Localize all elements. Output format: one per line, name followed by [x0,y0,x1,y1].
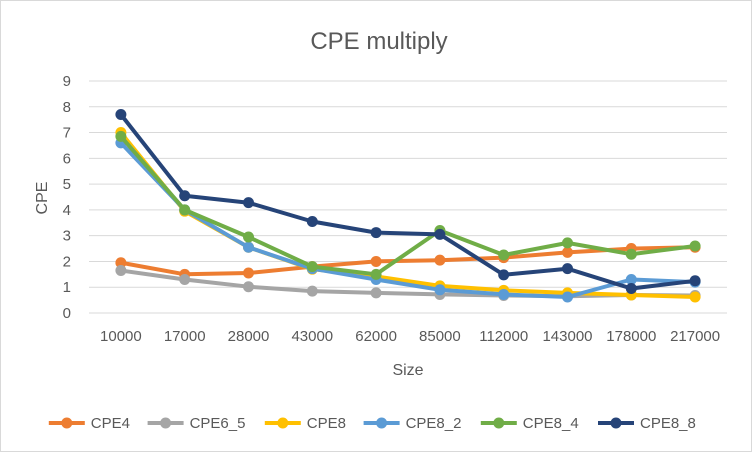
series-lines [115,109,701,303]
y-tick-label: 9 [63,73,71,90]
legend-swatch-marker [277,417,289,429]
data-point [498,249,510,261]
data-point [179,190,191,202]
chart-title: CPE multiply [310,28,447,55]
legend-swatch-marker [61,417,73,429]
data-point [434,228,446,240]
data-point [115,109,127,121]
x-tick-label: 62000 [355,328,397,345]
data-point [243,231,254,243]
legend-item-cpe8-8: CPE8_8 [598,415,696,432]
data-point [115,264,127,276]
data-point [243,281,254,293]
data-point [370,268,382,280]
data-point [306,285,318,297]
series-line [118,134,698,277]
data-point [562,291,573,303]
x-axis-ticks: 10000 17000 28000 43000 62000 85000 112000 1430… [100,328,720,345]
data-point [625,283,637,295]
series-cpe8-2 [115,137,701,303]
data-point [306,215,318,227]
x-tick-label: 85000 [419,328,461,345]
x-tick-label: 143000 [542,328,592,345]
series-cpe8-8 [115,109,701,295]
legend-label: CPE8 [307,415,346,432]
data-point [370,255,382,267]
data-point [562,246,573,258]
series-cpe8-4 [115,130,701,280]
legend-item-cpe8-2: CPE8_2 [363,415,462,432]
legend-item-cpe6-5: CPE6_5 [147,415,246,432]
legend-label: CPE8_2 [406,415,462,432]
x-tick-label: 28000 [228,328,270,345]
legend-item-cpe4: CPE4 [48,415,130,432]
legend-label: CPE6_5 [190,415,246,432]
y-tick-label: 4 [63,202,71,219]
y-axis-label: CPE [34,182,51,215]
data-point [243,241,254,253]
data-point [689,240,701,252]
y-tick-label: 1 [63,279,71,296]
y-tick-label: 3 [63,228,71,245]
series-cpe8 [115,127,701,303]
data-point [689,275,701,287]
y-tick-label: 7 [63,125,71,142]
legend-label: CPE8_4 [523,415,579,432]
data-point [179,273,191,285]
y-tick-label: 2 [63,253,71,270]
data-point [115,257,127,269]
legend-label: CPE8_8 [640,415,696,432]
y-tick-label: 8 [63,99,71,116]
legend-item-cpe8-4: CPE8_4 [480,415,579,432]
data-point [179,204,191,216]
data-point [306,261,318,273]
x-tick-label: 112000 [479,328,528,345]
series-line [118,140,698,299]
data-point [498,288,510,300]
series-cpe4 [115,241,701,280]
data-point [370,287,382,299]
data-point [434,284,446,296]
data-point [243,267,254,279]
data-point [689,291,701,303]
data-point [434,254,446,266]
data-point [562,237,573,249]
data-point [625,273,637,285]
x-tick-label: 217000 [670,328,720,345]
legend-swatch-marker [160,417,172,429]
legend: CPE4 CPE6_5 CPE8 CPE8_2 CPE8_4 CPE8_8 [48,415,696,432]
x-tick-label: 178000 [606,328,656,345]
data-point [115,130,127,142]
series-line [118,112,698,291]
x-tick-label: 17000 [164,328,206,345]
data-point [625,248,637,260]
legend-label: CPE4 [91,415,130,432]
y-tick-label: 5 [63,176,71,193]
gridlines [89,80,727,314]
data-point [498,269,510,281]
data-point [562,263,573,275]
legend-swatch-marker [376,417,388,429]
y-tick-label: 6 [63,150,71,167]
y-tick-label: 0 [63,305,71,322]
x-tick-label: 43000 [291,328,333,345]
y-axis-ticks: 0 1 2 3 4 5 6 7 8 9 [63,73,71,322]
legend-swatch-marker [493,417,505,429]
data-point [243,197,254,209]
data-point [370,227,382,239]
x-tick-label: 10000 [100,328,142,345]
legend-swatch-marker [610,417,622,429]
legend-item-cpe8: CPE8 [264,415,346,432]
x-axis-label: Size [392,362,423,379]
